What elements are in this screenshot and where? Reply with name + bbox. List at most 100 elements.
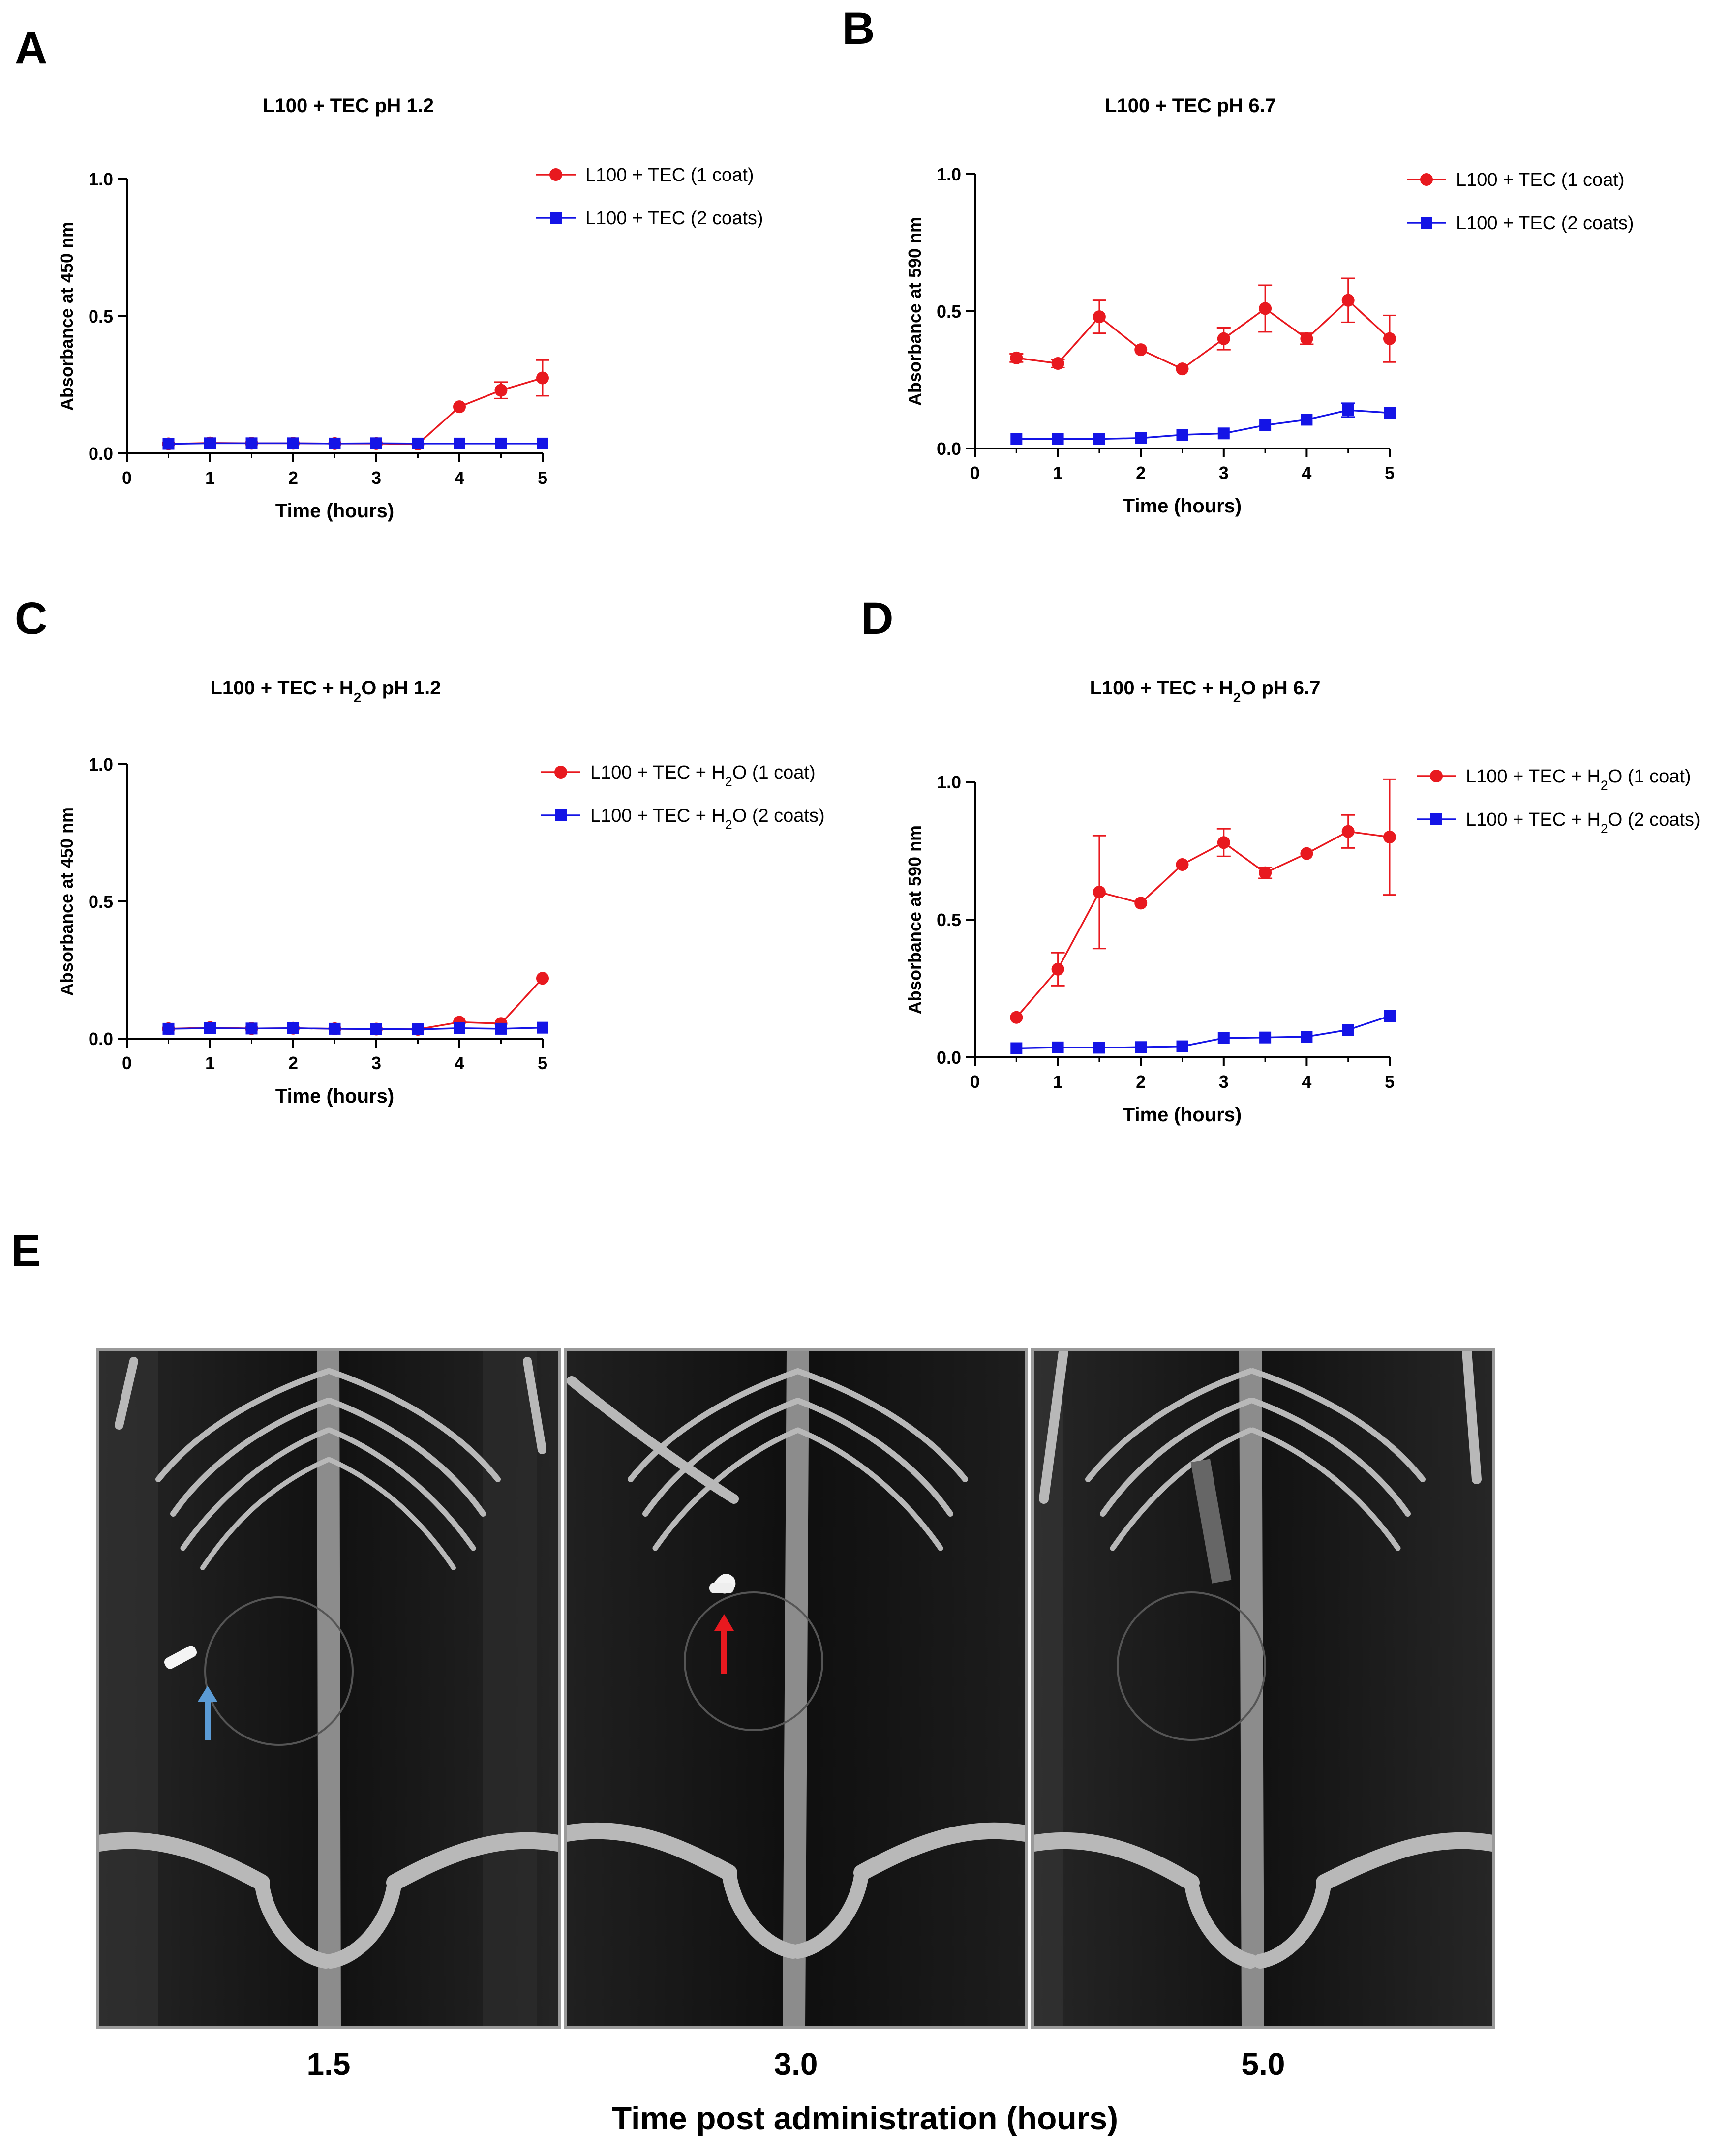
data-point (1176, 362, 1189, 376)
legend-label: L100 + TEC (1 coat) (1456, 170, 1625, 190)
x-tick-label: 4 (455, 1053, 464, 1073)
data-point (329, 437, 341, 449)
data-point (1341, 825, 1355, 838)
data-point (1176, 858, 1189, 871)
x-tick-label: 2 (288, 468, 298, 488)
data-point (1010, 351, 1023, 364)
x-axis-label: Time (hours) (1123, 495, 1242, 517)
data-point (454, 1022, 465, 1034)
data-point (287, 1022, 299, 1034)
xray-mouse-scan-3 (1034, 1351, 1492, 2026)
data-point (1259, 1031, 1272, 1044)
panel-letter-b: B (842, 3, 875, 54)
data-point (453, 400, 466, 414)
xray-image-3 (1031, 1348, 1495, 2029)
legend-label: L100 + TEC (2 coats) (585, 208, 763, 229)
data-point (454, 437, 465, 449)
data-point (1010, 1042, 1023, 1054)
data-point (494, 384, 508, 397)
y-tick-label: 0.5 (89, 306, 113, 327)
legend-marker (549, 168, 562, 181)
chart-title: L100 + TEC + H2O pH 1.2 (210, 677, 441, 705)
chart-c: L100 + TEC + H2O pH 1.2 0 1 2 3 4 5 0.0 0.5 1.0 Ti… (57, 677, 825, 1107)
x-tick-label: 4 (455, 468, 464, 488)
data-point (370, 437, 382, 449)
x-tick-label: 5 (1385, 463, 1395, 483)
data-point (162, 438, 175, 450)
series-2 (1010, 402, 1396, 445)
data-point (1051, 962, 1064, 976)
y-axis-label: Absorbance at 590 nm (905, 217, 925, 406)
data-point (162, 1022, 175, 1035)
series-2 (162, 1021, 548, 1036)
xray-time-label-2: 3.0 (774, 2046, 818, 2082)
data-point (1052, 433, 1064, 445)
data-point (204, 1022, 216, 1034)
series-line (1016, 409, 1390, 440)
x-tick-label: 2 (288, 1053, 298, 1073)
y-tick-label: 0.0 (89, 1029, 113, 1049)
data-point (1134, 343, 1148, 357)
legend-marker (555, 809, 567, 821)
xray-axis-caption: Time post administration (hours) (611, 2100, 1119, 2136)
data-point (1217, 1032, 1230, 1044)
x-tick-label: 0 (970, 463, 980, 483)
x-tick-label: 2 (1136, 463, 1146, 483)
data-point (1384, 1010, 1396, 1022)
data-point (1259, 302, 1272, 315)
chart-title: L100 + TEC + H2O pH 6.7 (1090, 677, 1320, 705)
series-line (168, 442, 543, 445)
data-point (1301, 1031, 1313, 1043)
x-tick-label: 1 (205, 468, 215, 488)
xray-image-2 (564, 1348, 1028, 2029)
legend-label: L100 + TEC + H2O (1 coat) (590, 762, 816, 789)
data-point (329, 1022, 341, 1035)
legend-label: L100 + TEC (2 coats) (1456, 213, 1634, 234)
x-tick-label: 5 (1385, 1072, 1395, 1092)
chart-title: L100 + TEC pH 1.2 (263, 95, 434, 117)
charts-layer: L100 + TEC pH 1.2 0 1 2 3 4 5 0.0 0.5 1.0 Time (ho… (57, 95, 1700, 1126)
y-tick-label: 0.5 (937, 301, 961, 322)
x-tick-label: 2 (1136, 1072, 1146, 1092)
x-axis-label: Time (hours) (275, 1085, 395, 1107)
data-point (1342, 404, 1354, 416)
legend-marker (1420, 173, 1433, 186)
data-point (287, 437, 299, 449)
y-tick-label: 1.0 (89, 169, 113, 189)
data-point (495, 1022, 507, 1035)
series-1 (162, 972, 549, 1036)
blue-arrow-icon (198, 1686, 217, 1740)
xray-time-label-3: 5.0 (1241, 2046, 1285, 2082)
panel-letter-d: D (861, 594, 894, 644)
y-tick-label: 0.0 (937, 439, 961, 459)
data-point (245, 437, 258, 449)
series-2 (1010, 1010, 1396, 1054)
data-point (245, 1022, 258, 1035)
legend-marker (550, 212, 562, 224)
legend-marker (554, 766, 567, 779)
data-point (412, 1023, 424, 1036)
series-1 (162, 359, 549, 451)
legend-marker (1430, 813, 1442, 825)
xray-time-label-1: 1.5 (306, 2046, 351, 2082)
series-1 (1009, 277, 1396, 376)
series-1 (1010, 778, 1396, 1024)
data-point (1093, 1042, 1105, 1054)
x-tick-label: 0 (122, 1053, 132, 1073)
data-point (1383, 831, 1396, 843)
x-tick-label: 0 (122, 468, 132, 488)
data-point (1300, 847, 1313, 860)
y-tick-label: 0.0 (937, 1048, 961, 1068)
chart-title: L100 + TEC pH 6.7 (1105, 95, 1276, 117)
y-tick-label: 0.5 (937, 910, 961, 930)
x-tick-label: 3 (1219, 463, 1229, 483)
chart-b: L100 + TEC pH 6.7 0 1 2 3 4 5 0.0 0.5 1.0 Time (ho… (905, 95, 1634, 517)
data-point (412, 437, 424, 449)
x-tick-label: 0 (970, 1072, 980, 1092)
legend-label: L100 + TEC (1 coat) (585, 165, 754, 185)
x-tick-label: 5 (538, 1053, 547, 1073)
x-tick-label: 3 (371, 468, 381, 488)
x-tick-label: 4 (1302, 463, 1311, 483)
data-point (1300, 332, 1313, 345)
xray-mouse-scan-1 (99, 1351, 558, 2026)
